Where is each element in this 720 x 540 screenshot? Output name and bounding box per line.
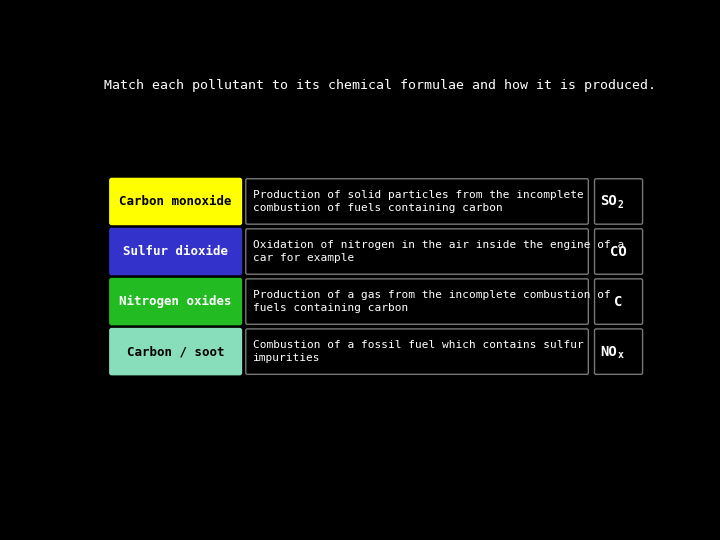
FancyBboxPatch shape <box>110 329 241 374</box>
Text: C: C <box>614 295 623 308</box>
Text: Sulfur dioxide: Sulfur dioxide <box>123 245 228 258</box>
Text: Match each pollutant to its chemical formulae and how it is produced.: Match each pollutant to its chemical for… <box>104 79 656 92</box>
FancyBboxPatch shape <box>246 279 588 325</box>
FancyBboxPatch shape <box>595 279 642 325</box>
Text: Combustion of a fossil fuel which contains sulfur
impurities: Combustion of a fossil fuel which contai… <box>253 340 583 363</box>
Text: Nitrogen oxides: Nitrogen oxides <box>120 295 232 308</box>
Text: Oxidation of nitrogen in the air inside the engine of a
car for example: Oxidation of nitrogen in the air inside … <box>253 240 624 263</box>
Text: SO: SO <box>600 194 617 208</box>
FancyBboxPatch shape <box>246 329 588 374</box>
Text: 2: 2 <box>618 200 624 210</box>
Text: x: x <box>618 350 624 361</box>
FancyBboxPatch shape <box>595 179 642 224</box>
FancyBboxPatch shape <box>110 279 241 325</box>
Text: Production of solid particles from the incomplete
combustion of fuels containing: Production of solid particles from the i… <box>253 190 583 213</box>
Text: NO: NO <box>600 345 617 359</box>
FancyBboxPatch shape <box>595 229 642 274</box>
Text: Production of a gas from the incomplete combustion of
fuels containing carbon: Production of a gas from the incomplete … <box>253 290 611 313</box>
FancyBboxPatch shape <box>595 329 642 374</box>
FancyBboxPatch shape <box>110 179 241 224</box>
FancyBboxPatch shape <box>246 229 588 274</box>
FancyBboxPatch shape <box>246 179 588 224</box>
FancyBboxPatch shape <box>110 229 241 274</box>
Text: Carbon / soot: Carbon / soot <box>127 345 225 358</box>
Text: Carbon monoxide: Carbon monoxide <box>120 195 232 208</box>
Text: CO: CO <box>610 245 627 259</box>
